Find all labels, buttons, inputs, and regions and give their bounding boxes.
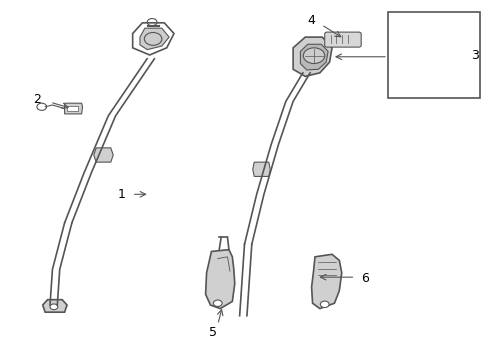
Polygon shape bbox=[140, 28, 169, 50]
Bar bbox=[67, 106, 78, 111]
Text: 2: 2 bbox=[33, 94, 41, 107]
Polygon shape bbox=[205, 249, 234, 309]
Circle shape bbox=[213, 300, 222, 306]
Text: 4: 4 bbox=[307, 14, 315, 27]
Bar bbox=[387, 12, 479, 98]
Circle shape bbox=[50, 304, 58, 310]
Text: 5: 5 bbox=[208, 327, 217, 339]
Polygon shape bbox=[64, 103, 82, 114]
Text: 6: 6 bbox=[361, 272, 368, 285]
Polygon shape bbox=[94, 148, 113, 162]
Polygon shape bbox=[252, 162, 270, 176]
Circle shape bbox=[320, 301, 328, 307]
Text: 3: 3 bbox=[470, 49, 478, 62]
Text: 1: 1 bbox=[118, 188, 125, 201]
Polygon shape bbox=[311, 254, 341, 309]
Polygon shape bbox=[300, 44, 327, 70]
FancyBboxPatch shape bbox=[324, 32, 361, 47]
Polygon shape bbox=[42, 300, 67, 312]
Polygon shape bbox=[292, 37, 331, 76]
Circle shape bbox=[303, 48, 324, 64]
